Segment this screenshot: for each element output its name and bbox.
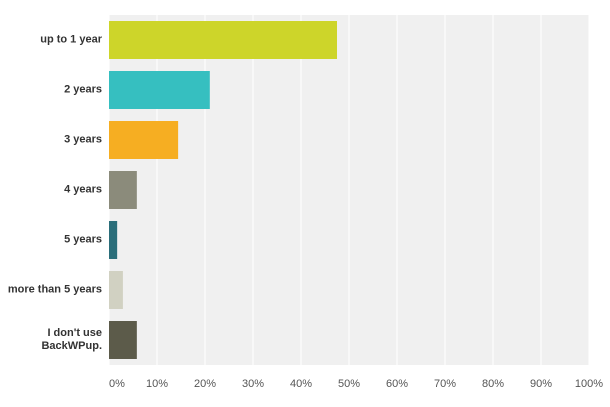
x-tick-label: 60%: [386, 378, 408, 390]
x-tick-label: 90%: [530, 378, 552, 390]
bar: [109, 271, 123, 309]
x-tick-label: 80%: [482, 378, 504, 390]
x-tick-label: 10%: [146, 378, 168, 390]
category-label: 3 years: [64, 133, 102, 146]
bar: [109, 171, 137, 209]
bar: [109, 21, 337, 59]
x-tick-label: 50%: [338, 378, 360, 390]
x-tick-label: 40%: [290, 378, 312, 390]
x-tick-label: 20%: [194, 378, 216, 390]
category-label: 2 years: [64, 83, 102, 96]
bar: [109, 321, 137, 359]
x-tick-label: 70%: [434, 378, 456, 390]
category-label: 4 years: [64, 183, 102, 196]
category-label: more than 5 years: [7, 283, 102, 296]
bar: [109, 71, 210, 109]
category-label: up to 1 year: [40, 33, 102, 46]
bar: [109, 121, 179, 159]
x-tick-label: 0%: [109, 378, 125, 390]
bar: [109, 221, 118, 259]
x-tick-label: 30%: [242, 378, 264, 390]
category-label: 5 years: [64, 233, 102, 246]
category-label: I don't use BackWPup.: [41, 327, 102, 352]
x-tick-label: 100%: [575, 378, 603, 390]
